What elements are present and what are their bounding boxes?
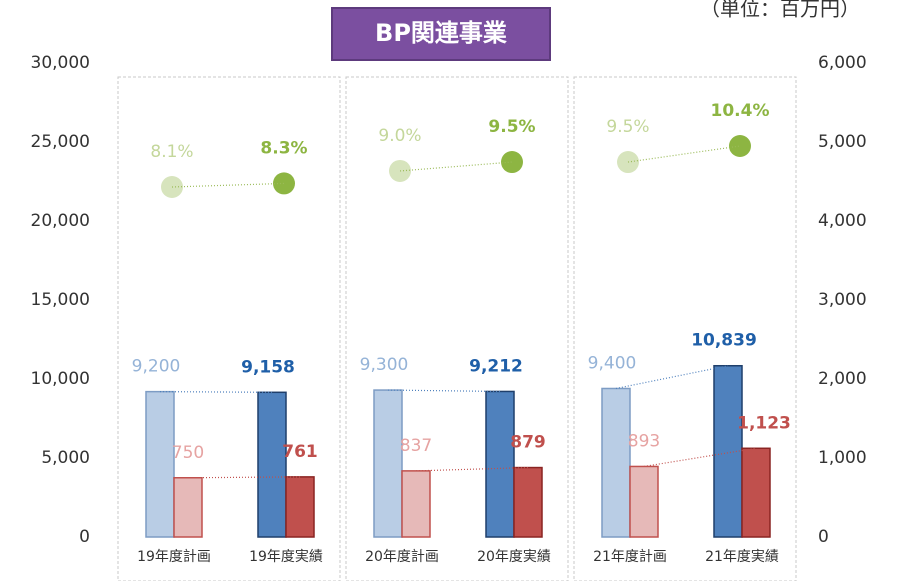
connector [399, 161, 513, 172]
x-tick-label: 20年度実績 [477, 549, 551, 565]
y2-tick-label: 4,000 [818, 211, 867, 231]
y2-tick-label: 2,000 [818, 369, 867, 389]
y2-tick-label: 5,000 [818, 132, 867, 152]
connector [171, 182, 285, 188]
bar [629, 465, 659, 538]
y-tick-label: 10,000 [31, 369, 90, 389]
data-label: 9.5% [488, 117, 535, 137]
data-label: 9,200 [132, 357, 181, 377]
y-tick-label: 25,000 [31, 132, 90, 152]
x-tick-label: 19年度実績 [249, 549, 323, 565]
title-box [331, 7, 551, 61]
data-label: 761 [282, 442, 318, 462]
group-panel [345, 76, 569, 581]
bar [285, 476, 315, 538]
connector [615, 365, 729, 390]
connector [627, 145, 741, 163]
bar [601, 387, 631, 538]
group-panel [573, 76, 797, 581]
bar [173, 477, 203, 538]
data-label: 837 [400, 436, 432, 456]
y2-tick-label: 0 [818, 527, 829, 547]
x-tick-label: 20年度計画 [365, 549, 439, 565]
margin-dot [729, 135, 751, 157]
y2-tick-label: 6,000 [818, 53, 867, 73]
y-tick-label: 30,000 [31, 53, 90, 73]
y-tick-label: 15,000 [31, 290, 90, 310]
margin-dot [501, 151, 523, 174]
data-label: 9,400 [588, 353, 637, 373]
group-panel [117, 76, 341, 581]
data-label: 9.5% [606, 117, 649, 137]
x-tick-label: 21年度実績 [705, 549, 779, 565]
connector [643, 447, 757, 468]
data-label: 9.0% [378, 126, 421, 146]
y2-tick-label: 3,000 [818, 290, 867, 310]
connector [415, 466, 529, 472]
connector [387, 389, 501, 393]
bar [145, 390, 175, 538]
data-label: 9,300 [360, 355, 409, 375]
data-label: 893 [628, 431, 660, 451]
data-label: 879 [510, 433, 546, 453]
bar [741, 447, 771, 538]
y2-tick-label: 1,000 [818, 448, 867, 468]
x-tick-label: 21年度計画 [593, 549, 667, 565]
bar [485, 390, 515, 538]
bar [513, 466, 543, 538]
y-tick-label: 0 [79, 527, 90, 547]
margin-dot [273, 172, 295, 195]
data-label: 10.4% [711, 101, 770, 121]
data-label: 8.1% [150, 142, 193, 162]
connector [159, 391, 273, 393]
y-tick-label: 20,000 [31, 211, 90, 231]
chart-title: BP関連事業 [375, 19, 507, 47]
bar [373, 389, 403, 538]
y-tick-label: 5,000 [41, 448, 90, 468]
data-label: 10,839 [691, 331, 757, 351]
data-label: 750 [172, 443, 204, 463]
data-label: 1,123 [737, 413, 791, 433]
data-label: 9,158 [241, 357, 295, 377]
bar [257, 391, 287, 538]
x-tick-label: 19年度計画 [137, 549, 211, 565]
data-label: 8.3% [260, 138, 307, 158]
unit-label: （単位：百万円） [700, 0, 860, 21]
bar [713, 364, 743, 538]
bar [401, 470, 431, 538]
data-label: 9,212 [469, 356, 523, 376]
connector [187, 476, 301, 479]
